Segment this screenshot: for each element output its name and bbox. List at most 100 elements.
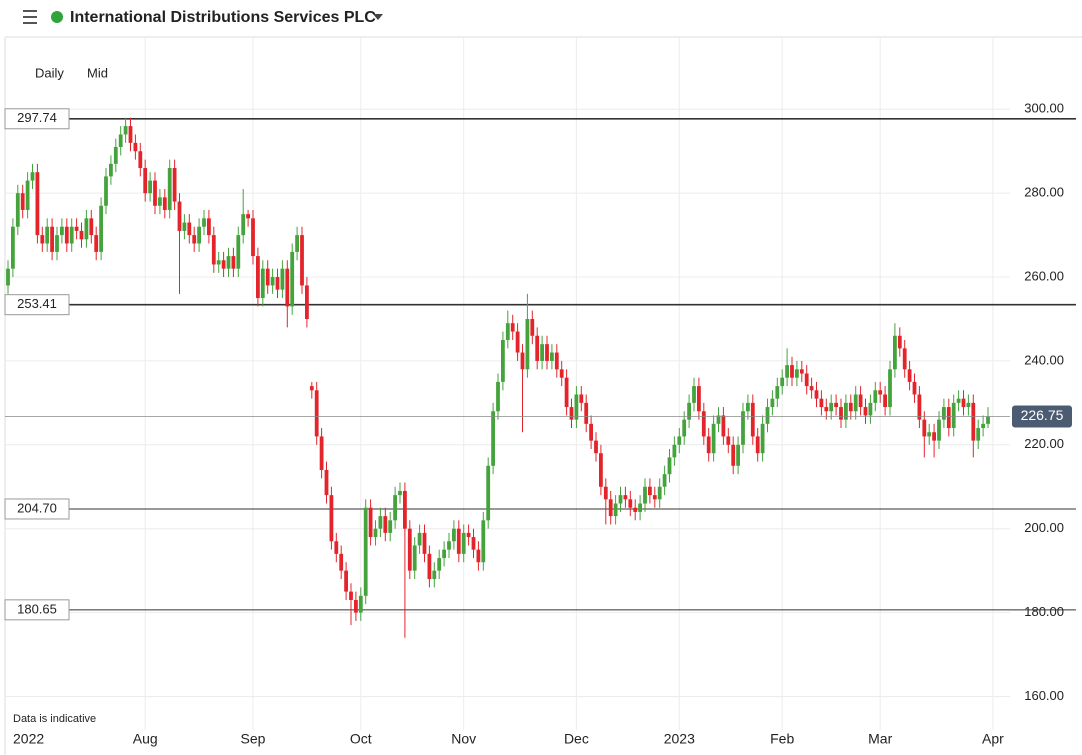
candle-body: [466, 532, 471, 538]
candle-body: [236, 235, 241, 269]
candle-body: [211, 235, 216, 265]
candle-body: [309, 386, 314, 391]
candle-body: [927, 432, 932, 437]
candle-body: [422, 532, 427, 554]
candle-body: [20, 193, 25, 210]
candle-body: [594, 440, 598, 454]
candle-body: [799, 369, 804, 374]
candle-body: [442, 549, 446, 559]
candle-body: [638, 503, 642, 512]
candle-body: [692, 386, 696, 403]
candle-body: [814, 390, 819, 399]
x-tick-label: Apr: [982, 731, 1004, 747]
candle-body: [197, 226, 201, 244]
candle-body: [731, 444, 736, 466]
candle-body: [15, 193, 20, 227]
candle-body: [373, 528, 378, 538]
candle-body: [530, 318, 535, 336]
menu-icon[interactable]: [23, 10, 37, 24]
instrument-title[interactable]: International Distributions Services PLC: [70, 9, 376, 26]
candle-body: [520, 352, 525, 370]
candle-body: [491, 411, 495, 466]
candle-body: [407, 528, 412, 571]
candle-body: [412, 545, 417, 571]
price-type-label[interactable]: Mid: [87, 65, 108, 80]
candle-body: [569, 407, 574, 420]
candle-body: [829, 402, 834, 412]
candle-body: [388, 520, 393, 533]
candle-body: [716, 415, 721, 424]
candle-body: [755, 436, 760, 454]
candle-body: [148, 180, 152, 194]
candle-body: [437, 558, 442, 571]
candle-body: [427, 553, 432, 580]
y-tick-label: 260.00: [1024, 268, 1064, 283]
candle-body: [736, 444, 740, 466]
candle-body: [74, 226, 79, 231]
candle-body: [153, 180, 157, 206]
candle-body: [917, 394, 922, 420]
level-box: [4, 599, 70, 621]
candle-body: [285, 268, 290, 307]
candle-body: [623, 495, 628, 500]
candle-body: [378, 516, 383, 529]
candle-body: [280, 268, 285, 290]
candle-body: [118, 134, 123, 148]
candle-body: [697, 386, 701, 412]
candle-body: [613, 503, 618, 517]
candle-body: [603, 486, 608, 500]
candle-body: [976, 428, 981, 441]
candle-body: [584, 402, 589, 424]
candle-body: [505, 323, 510, 340]
interval-label[interactable]: Daily: [35, 65, 64, 80]
candle-body: [305, 285, 309, 319]
candle-body: [202, 218, 206, 227]
candle-body: [701, 411, 706, 437]
y-tick-label: 220.00: [1024, 436, 1064, 451]
candle-body: [260, 268, 265, 299]
candle-body: [481, 520, 486, 563]
candle-body: [765, 407, 770, 424]
candle-body: [643, 486, 647, 504]
candle-body: [780, 377, 785, 387]
candle-body: [123, 126, 128, 135]
candle-body: [706, 436, 711, 454]
x-tick-label: Aug: [133, 731, 158, 747]
y-tick-label: 180.00: [1024, 604, 1064, 619]
candle-body: [844, 402, 848, 420]
candle-body: [79, 230, 84, 240]
candle-body: [265, 268, 270, 286]
dropdown-caret[interactable]: [373, 14, 383, 20]
candle-body: [40, 235, 45, 244]
candle-body: [69, 226, 74, 244]
candle-body: [486, 465, 491, 521]
candle-body: [162, 197, 167, 210]
candle-body: [657, 486, 662, 500]
candle-body: [951, 402, 956, 429]
candle-body: [109, 163, 113, 177]
candle-body: [143, 168, 148, 194]
candle-body: [589, 423, 593, 441]
candle-body: [608, 499, 613, 517]
last-price-label: 226.75: [1021, 407, 1064, 423]
candle-body: [30, 172, 35, 181]
candle-body: [496, 381, 500, 412]
candle-body: [942, 407, 946, 420]
candle-body: [104, 176, 108, 206]
candle-body: [961, 398, 966, 408]
level-box: [4, 108, 70, 130]
candle-body: [344, 570, 348, 592]
candle-body: [182, 222, 187, 231]
candle-body: [932, 432, 936, 441]
candle-body: [540, 344, 544, 361]
candle-body: [922, 419, 927, 437]
candle-body: [897, 335, 902, 349]
candle-body: [476, 549, 481, 563]
candle-body: [99, 205, 103, 252]
candle-body: [790, 365, 794, 378]
candle-body: [319, 436, 324, 470]
candle-body: [946, 407, 951, 429]
candle-body: [349, 591, 353, 600]
candle-body: [564, 377, 569, 408]
